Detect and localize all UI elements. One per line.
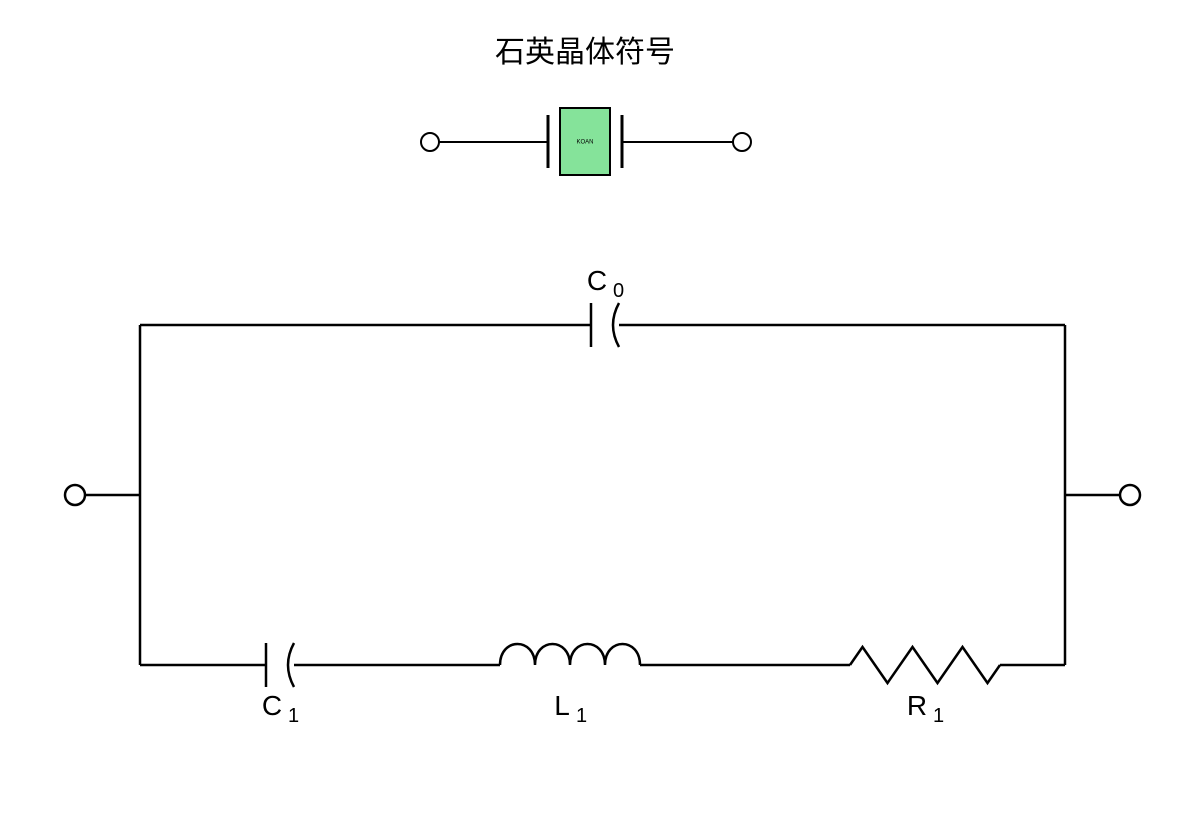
r1-sub: 1 xyxy=(933,705,944,727)
l1-sub: 1 xyxy=(576,705,587,727)
circuit-right-terminal xyxy=(1120,485,1140,505)
l1-inductor xyxy=(500,644,640,665)
c0-plate-right xyxy=(613,303,619,347)
c1-sub: 1 xyxy=(288,705,299,727)
title-text: 石英晶体符号 xyxy=(495,36,675,69)
symbol-crystal-label: KOAN xyxy=(576,140,593,146)
symbol-right-terminal xyxy=(733,133,751,151)
c1-plate-right xyxy=(288,643,294,687)
c0-label: C xyxy=(587,265,607,296)
r1-resistor xyxy=(850,647,1000,683)
circuit-left-terminal xyxy=(65,485,85,505)
l1-label: L xyxy=(554,690,570,721)
symbol-left-terminal xyxy=(421,133,439,151)
crystal-diagram: 石英晶体符号KOANC0C1L1R1 xyxy=(0,0,1200,833)
c1-label: C xyxy=(262,690,282,721)
r1-label: R xyxy=(907,690,927,721)
c0-sub: 0 xyxy=(613,280,624,302)
